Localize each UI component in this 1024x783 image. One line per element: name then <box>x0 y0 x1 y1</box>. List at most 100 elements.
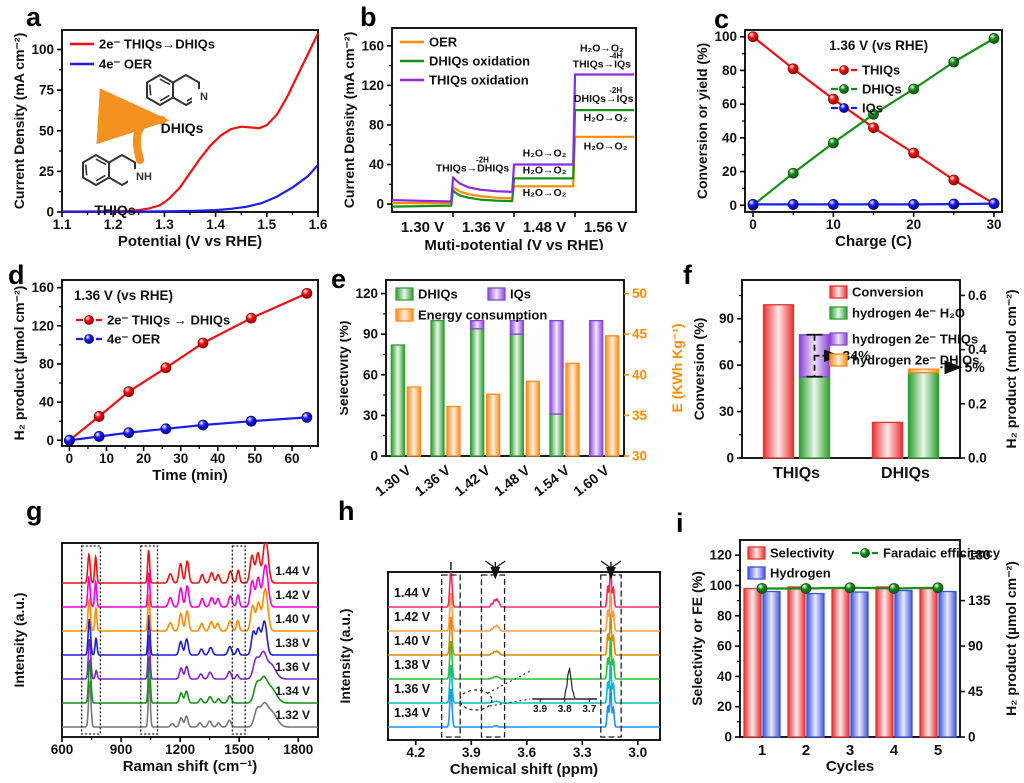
svg-text:Current Density (mA cm⁻²): Current Density (mA cm⁻²) <box>341 32 357 208</box>
svg-text:Selectivity: Selectivity <box>770 546 835 561</box>
svg-text:1.44 V: 1.44 V <box>394 586 431 600</box>
svg-text:IQs: IQs <box>510 287 531 302</box>
svg-text:10: 10 <box>826 217 841 232</box>
svg-text:DHIQs: DHIQs <box>161 120 204 136</box>
svg-text:3.3: 3.3 <box>573 745 592 760</box>
panel-b: 1.30 V 1.36 V 1.48 V 1.56 V 0 40 80 120 160 Muti-… <box>340 0 690 250</box>
svg-text:1.40 V: 1.40 V <box>275 612 310 626</box>
panel-letter-a: a <box>26 2 42 32</box>
svg-text:45: 45 <box>968 684 984 699</box>
svg-text:5%: 5% <box>965 359 986 375</box>
svg-text:0: 0 <box>724 730 732 745</box>
panel-g: 600 900 1200 1500 1800 Raman shift (cm⁻¹) Inte… <box>0 488 340 783</box>
svg-text:1.3: 1.3 <box>155 217 174 232</box>
svg-text:80: 80 <box>369 117 384 132</box>
svg-text:2e⁻ THIQs→DHIQs: 2e⁻ THIQs→DHIQs <box>99 37 215 52</box>
svg-text:hydrogen 2e⁻ THIQs: hydrogen 2e⁻ THIQs <box>852 332 978 347</box>
svg-text:1500: 1500 <box>224 742 254 757</box>
svg-text:40: 40 <box>210 451 225 466</box>
svg-text:75: 75 <box>39 83 55 98</box>
svg-text:H₂ product (µmol cm⁻²): H₂ product (µmol cm⁻²) <box>1003 561 1019 716</box>
svg-text:1.38 V: 1.38 V <box>394 658 431 672</box>
svg-text:0: 0 <box>729 198 737 213</box>
bars <box>390 319 620 457</box>
panel-e: 0 30 60 90 120 30 35 40 45 50 E (KWh Kg⁻¹) Selectiv… <box>340 250 690 518</box>
svg-text:Intensity (a.u.): Intensity (a.u.) <box>11 593 27 688</box>
svg-text:1.42 V: 1.42 V <box>394 610 431 624</box>
svg-text:1.36 V: 1.36 V <box>462 219 505 236</box>
svg-text:20: 20 <box>906 217 921 232</box>
spectra-curves <box>388 572 660 728</box>
svg-text:THIQs: THIQs <box>94 202 135 218</box>
svg-text:H₂O→O₂: H₂O→O₂ <box>523 148 567 160</box>
series-THIQs <box>747 31 1000 209</box>
svg-text:Selectivity (%): Selectivity (%) <box>340 321 351 416</box>
svg-text:1800: 1800 <box>283 742 313 757</box>
svg-text:60: 60 <box>285 451 300 466</box>
svg-text:Conversion or yield (%): Conversion or yield (%) <box>694 43 710 199</box>
svg-text:Current Density (mA cm⁻²): Current Density (mA cm⁻²) <box>11 33 27 209</box>
svg-text:50: 50 <box>247 451 262 466</box>
svg-text:60: 60 <box>363 367 378 382</box>
bars <box>743 586 957 738</box>
svg-text:3: 3 <box>846 742 854 759</box>
reaction-scheme: NH THIQs N DHIQs <box>82 73 208 218</box>
panel-letter-f: f <box>683 260 692 290</box>
svg-text:0: 0 <box>749 217 757 232</box>
svg-text:0: 0 <box>46 205 54 220</box>
svg-text:H₂O→O₂: H₂O→O₂ <box>523 187 567 199</box>
svg-text:1.5: 1.5 <box>257 217 276 232</box>
chart-g-raman-spectra: 600 900 1200 1500 1800 Raman shift (cm⁻¹) Inte… <box>11 542 319 775</box>
chart-f-conversion-h2: 0 30 60 90 0.0 0.2 0.4 0.6 H₂ product (mmol cm⁻²… <box>691 279 1019 482</box>
svg-text:-2H: -2H <box>476 155 489 164</box>
svg-text:90: 90 <box>968 639 983 654</box>
svg-text:120: 120 <box>355 286 378 301</box>
series-IQs <box>747 198 1000 210</box>
svg-text:35: 35 <box>632 408 648 423</box>
svg-text:H₂O→O₂: H₂O→O₂ <box>584 112 628 124</box>
svg-text:60: 60 <box>717 639 732 654</box>
chart-e-selectivity: 0 30 60 90 120 30 35 40 45 50 E (KWh Kg⁻¹) Selectiv… <box>340 279 685 499</box>
series-2e-THIQs-DHIQs <box>62 32 319 213</box>
svg-text:0: 0 <box>376 197 384 212</box>
svg-text:20: 20 <box>717 699 732 714</box>
svg-text:30: 30 <box>173 451 188 466</box>
panel-letter-d: d <box>8 260 25 290</box>
svg-text:10: 10 <box>99 451 114 466</box>
svg-text:100: 100 <box>31 42 54 57</box>
svg-text:hydrogen 4e⁻ H₂O: hydrogen 4e⁻ H₂O <box>852 306 965 321</box>
svg-text:4e⁻ OER: 4e⁻ OER <box>99 57 153 72</box>
svg-text:50: 50 <box>39 123 54 138</box>
panel-letter-e: e <box>331 264 347 294</box>
svg-text:180: 180 <box>968 548 991 563</box>
svg-text:80: 80 <box>722 63 737 78</box>
svg-text:H₂O→O₂: H₂O→O₂ <box>523 164 567 176</box>
svg-text:Intensity (a.u.): Intensity (a.u.) <box>340 609 353 704</box>
svg-text:THIQs: THIQs <box>773 465 820 482</box>
svg-text:100: 100 <box>709 578 732 593</box>
svg-text:1.36 V (vs RHE): 1.36 V (vs RHE) <box>829 38 928 53</box>
svg-text:0: 0 <box>66 451 74 466</box>
panel-letter-g: g <box>26 496 43 526</box>
series-DHIQs <box>747 33 1000 211</box>
svg-text:25: 25 <box>39 164 55 179</box>
legend: Selectivity Faradaic efficiency Hydrogen <box>747 546 1001 581</box>
svg-text:5: 5 <box>934 742 942 759</box>
svg-text:1.36 V (vs RHE): 1.36 V (vs RHE) <box>74 288 173 303</box>
svg-text:20: 20 <box>136 451 151 466</box>
svg-text:H₂ product (µmol cm⁻²): H₂ product (µmol cm⁻²) <box>11 286 27 441</box>
svg-text:60: 60 <box>722 97 737 112</box>
svg-text:0.0: 0.0 <box>968 451 987 466</box>
chart-d-h2-product: 0 10 20 30 40 50 60 0 40 80 120 160 Time (min) H₂ pro… <box>11 279 319 484</box>
svg-text:DHIQs oxidation: DHIQs oxidation <box>429 54 530 69</box>
svg-text:Cycles: Cycles <box>826 758 874 775</box>
series-DHIQs-oxidation <box>391 108 635 208</box>
chart-h-nmr-spectra: 4.2 3.9 3.6 3.3 3.0 Chemical shift (ppm) Inten… <box>340 560 661 778</box>
svg-text:1.6: 1.6 <box>309 217 328 232</box>
svg-text:2: 2 <box>802 742 810 759</box>
svg-text:NH: NH <box>136 171 152 183</box>
series-THIQs-oxidation <box>391 73 635 203</box>
svg-text:2e⁻ THIQs → DHIQs: 2e⁻ THIQs → DHIQs <box>107 313 230 328</box>
svg-text:1.34 V: 1.34 V <box>394 706 431 720</box>
